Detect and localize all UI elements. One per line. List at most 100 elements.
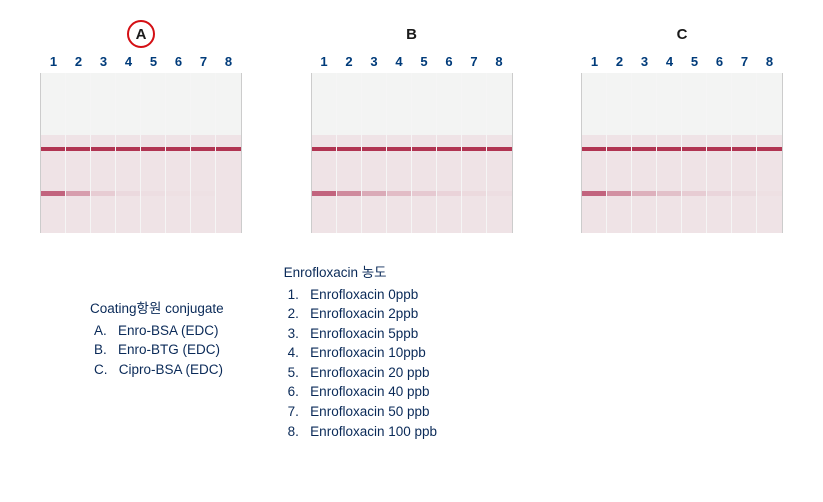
- test-strip: [41, 73, 66, 233]
- legend-conc-title: Enrofloxacin 농도: [284, 263, 437, 283]
- control-line: [141, 147, 165, 151]
- strip-sample-pad: [337, 73, 361, 135]
- test-line: [166, 191, 190, 196]
- test-strip: [632, 73, 657, 233]
- test-line: [487, 191, 512, 196]
- lane-number: 4: [116, 54, 141, 69]
- strip-sample-pad: [362, 73, 386, 135]
- test-line: [41, 191, 65, 196]
- legends-row: Coating항원 conjugate A. Enro-BSA (EDC)B. …: [0, 233, 823, 441]
- lane-number: 2: [607, 54, 632, 69]
- test-strip: [91, 73, 116, 233]
- lane-number: 6: [437, 54, 462, 69]
- test-line: [582, 191, 606, 196]
- control-line: [632, 147, 656, 151]
- control-line: [462, 147, 486, 151]
- legend-item: 5. Enrofloxacin 20 ppb: [288, 363, 437, 383]
- control-line: [362, 147, 386, 151]
- lane-number: 2: [337, 54, 362, 69]
- panel-label: B: [406, 20, 417, 48]
- strip-box: [311, 73, 513, 233]
- test-strip: [387, 73, 412, 233]
- test-strip: [191, 73, 216, 233]
- test-strip: [607, 73, 632, 233]
- lane-number: 6: [707, 54, 732, 69]
- lane-number: 5: [412, 54, 437, 69]
- lane-number: 6: [166, 54, 191, 69]
- test-strip: [582, 73, 607, 233]
- strip-sample-pad: [66, 73, 90, 135]
- panel-a: A12345678: [40, 20, 242, 233]
- strip-sample-pad: [41, 73, 65, 135]
- test-strip: [337, 73, 362, 233]
- control-line: [312, 147, 336, 151]
- strip-sample-pad: [657, 73, 681, 135]
- legend-item: B. Enro-BTG (EDC): [94, 340, 224, 360]
- control-line: [757, 147, 782, 151]
- strip-sample-pad: [757, 73, 782, 135]
- legend-item: 8. Enrofloxacin 100 ppb: [288, 422, 437, 442]
- lane-number: 1: [312, 54, 337, 69]
- test-strip: [141, 73, 166, 233]
- panel-label: C: [677, 20, 688, 48]
- control-line: [387, 147, 411, 151]
- test-line: [141, 191, 165, 196]
- test-strip: [682, 73, 707, 233]
- test-line: [191, 191, 215, 196]
- panel-label: A: [127, 20, 155, 48]
- test-line: [607, 191, 631, 196]
- test-strip: [757, 73, 782, 233]
- control-line: [412, 147, 436, 151]
- legend-item: 3. Enrofloxacin 5ppb: [288, 324, 437, 344]
- control-line: [216, 147, 241, 151]
- strip-sample-pad: [487, 73, 512, 135]
- test-line: [337, 191, 361, 196]
- test-line: [757, 191, 782, 196]
- test-line: [632, 191, 656, 196]
- strip-sample-pad: [707, 73, 731, 135]
- test-strip: [312, 73, 337, 233]
- control-line: [732, 147, 756, 151]
- lane-number: 4: [387, 54, 412, 69]
- strip-sample-pad: [582, 73, 606, 135]
- test-line: [682, 191, 706, 196]
- control-line: [166, 147, 190, 151]
- test-line: [657, 191, 681, 196]
- strip-sample-pad: [387, 73, 411, 135]
- test-line: [707, 191, 731, 196]
- lane-number: 8: [757, 54, 782, 69]
- legend-coating: Coating항원 conjugate A. Enro-BSA (EDC)B. …: [90, 299, 224, 441]
- lane-number: 5: [141, 54, 166, 69]
- test-line: [387, 191, 411, 196]
- control-line: [657, 147, 681, 151]
- lane-number: 8: [487, 54, 512, 69]
- strip-sample-pad: [216, 73, 241, 135]
- panel-b: B 12345678: [311, 20, 513, 233]
- strip-sample-pad: [141, 73, 165, 135]
- test-strip: [166, 73, 191, 233]
- strip-sample-pad: [607, 73, 631, 135]
- lane-number: 5: [682, 54, 707, 69]
- test-strip: [657, 73, 682, 233]
- test-line: [437, 191, 461, 196]
- strip-box: [581, 73, 783, 233]
- strip-sample-pad: [437, 73, 461, 135]
- control-line: [437, 147, 461, 151]
- strip-sample-pad: [732, 73, 756, 135]
- test-line: [462, 191, 486, 196]
- lane-number: 3: [362, 54, 387, 69]
- lane-number: 3: [632, 54, 657, 69]
- legend-coating-list: A. Enro-BSA (EDC)B. Enro-BTG (EDC)C. Cip…: [90, 321, 224, 380]
- lane-numbers: 12345678: [582, 54, 782, 69]
- test-strip: [66, 73, 91, 233]
- legend-coating-title: Coating항원 conjugate: [90, 299, 224, 319]
- strip-sample-pad: [191, 73, 215, 135]
- control-line: [487, 147, 512, 151]
- lane-numbers: 12345678: [312, 54, 512, 69]
- control-line: [66, 147, 90, 151]
- lane-number: 8: [216, 54, 241, 69]
- test-line: [91, 191, 115, 196]
- panels-row: A12345678B12345678C12345678: [0, 0, 823, 233]
- lane-number: 3: [91, 54, 116, 69]
- lane-number: 1: [41, 54, 66, 69]
